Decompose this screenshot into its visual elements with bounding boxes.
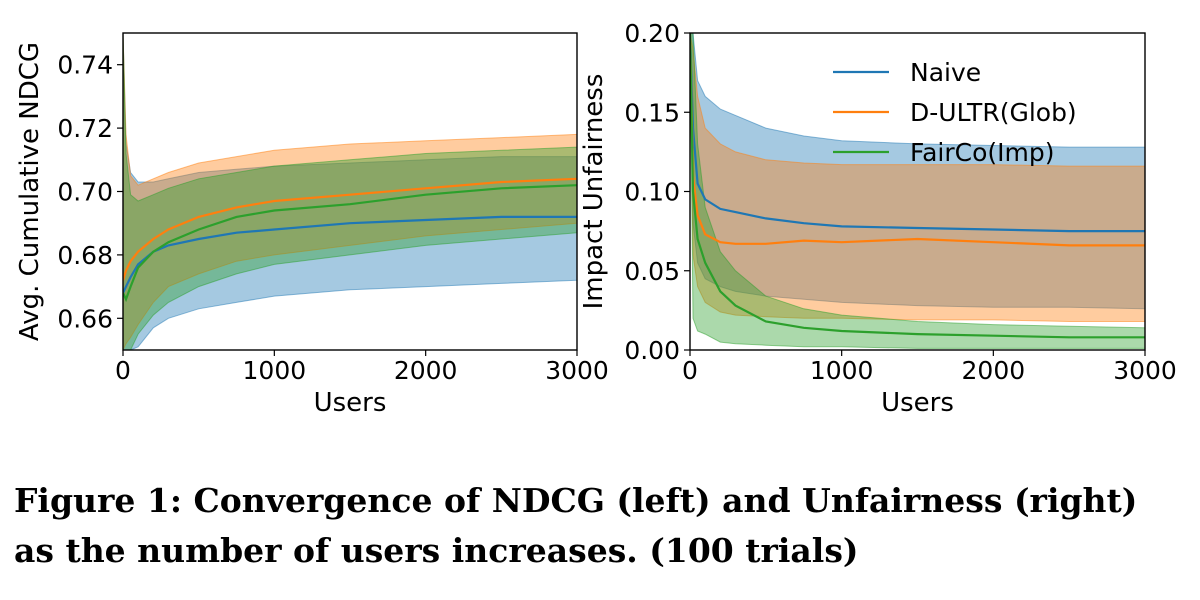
y-tick-label: 0.05 <box>624 257 680 286</box>
y-tick-label: 0.00 <box>624 336 680 365</box>
figure-caption: Figure 1: Convergence of NDCG (left) and… <box>14 476 1194 576</box>
mean-line-fairco <box>123 184 577 303</box>
plot-area <box>690 33 1145 349</box>
x-tick-label: 1000 <box>810 356 874 385</box>
legend-label-fairco: FairCo(Imp) <box>910 138 1054 167</box>
confidence-band-fairco <box>123 33 577 350</box>
x-axis-title: Users <box>881 388 954 418</box>
y-tick-label: 0.70 <box>57 178 113 207</box>
confidence-band-dultr <box>690 33 1145 322</box>
confidence-band-naive <box>123 33 577 350</box>
caption-line-1: Figure 1: Convergence of NDCG (left) and… <box>14 481 1138 520</box>
x-tick-label: 1000 <box>243 356 307 385</box>
confidence-band-fairco <box>690 33 1145 349</box>
x-tick-label: 0 <box>115 356 131 385</box>
mean-line-dultr <box>123 177 577 281</box>
y-tick-label: 0.15 <box>624 98 680 127</box>
y-axis-title: Impact Unfairness <box>579 74 609 310</box>
caption-line-2: as the number of users increases. (100 t… <box>14 531 859 570</box>
x-axis-title: Users <box>314 388 387 418</box>
legend-label-dultr: D-ULTR(Glob) <box>910 98 1077 127</box>
x-tick-label: 2000 <box>962 356 1026 385</box>
legend: Naive D-ULTR(Glob) FairCo(Imp) <box>833 58 1077 167</box>
y-tick-label: 0.68 <box>57 241 113 270</box>
x-tick-label: 0 <box>682 356 698 385</box>
plot-area <box>123 33 577 350</box>
x-tick-label: 3000 <box>545 356 609 385</box>
y-tick-label: 0.72 <box>57 114 113 143</box>
y-axis-title: Avg. Cumulative NDCG <box>15 42 45 341</box>
ndcg-chart: 0 1000 2000 3000 0.66 0.68 0.70 0.72 0.74 Users Av… <box>15 32 609 418</box>
unfairness-chart: 0 1000 2000 3000 0.00 0.05 0.10 0.15 0.20 Users Im… <box>579 19 1177 418</box>
mean-line-naive <box>690 33 1145 233</box>
mean-line-naive <box>123 215 577 294</box>
y-tick-label: 0.10 <box>624 178 680 207</box>
x-tick-label: 2000 <box>394 356 458 385</box>
mean-line-dultr <box>690 33 1145 247</box>
x-tick-label: 3000 <box>1113 356 1177 385</box>
y-tick-label: 0.66 <box>57 304 113 333</box>
mean-line-fairco <box>690 33 1145 339</box>
legend-label-naive: Naive <box>910 58 981 87</box>
y-tick-label: 0.74 <box>57 51 113 80</box>
y-tick-label: 0.20 <box>624 19 680 48</box>
confidence-band-dultr <box>123 33 577 350</box>
